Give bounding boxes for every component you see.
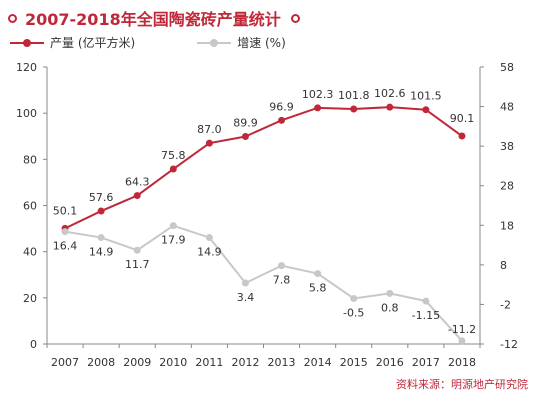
series-0-point [350, 105, 358, 113]
series-1-point [241, 279, 249, 287]
x-tick-label: 2011 [195, 356, 223, 369]
y-right-tick-label: 38 [500, 140, 514, 153]
series-0-data-label: 57.6 [89, 191, 114, 204]
series-1-point [61, 228, 69, 236]
x-tick-label: 2010 [159, 356, 187, 369]
y-left-tick-label: 120 [16, 61, 37, 74]
series-0-point [386, 103, 394, 111]
series-0-point [314, 104, 322, 112]
x-tick-label: 2007 [51, 356, 79, 369]
series-1-data-label: 16.4 [53, 240, 78, 253]
y-left-tick-label: 40 [23, 246, 37, 259]
legend-output-line-icon [10, 38, 44, 47]
series-1-line [64, 224, 463, 342]
series-0-point [205, 139, 213, 147]
x-tick-label: 2009 [123, 356, 151, 369]
y-left-tick-label: 20 [23, 292, 37, 305]
x-tick-label: 2014 [304, 356, 332, 369]
legend-item-output: 产量 (亿平方米) [10, 34, 135, 51]
series-1-point [422, 297, 430, 305]
series-0-point [241, 132, 249, 140]
series-0-data-label: 50.1 [53, 204, 78, 217]
series-0-data-label: 89.9 [233, 116, 258, 129]
x-tick-label: 2017 [412, 356, 440, 369]
series-0-point [422, 106, 430, 114]
y-right-tick-label: -12 [500, 338, 518, 351]
series-1-data-label: 17.9 [161, 234, 186, 247]
series-1-data-label: -11.2 [448, 323, 476, 336]
series-0-data-label: 102.6 [374, 87, 406, 100]
series-0-line [64, 106, 463, 230]
y-right-tick-label: 8 [500, 259, 507, 272]
y-left-tick-label: 80 [23, 153, 37, 166]
legend-growth-label: 增速 (%) [237, 36, 286, 50]
y-left-tick-label: 100 [16, 107, 37, 120]
series-0-data-label: 101.5 [410, 90, 442, 103]
x-tick-label: 2016 [376, 356, 404, 369]
y-right-tick-label: 28 [500, 180, 514, 193]
title-right-ring-icon [290, 13, 300, 23]
series-0-data-label: 75.8 [161, 149, 186, 162]
chart-title: 2007-2018年全国陶瓷砖产量统计 [25, 10, 281, 29]
legend-growth-line-icon [197, 38, 232, 47]
series-1-data-label: -0.5 [343, 306, 364, 319]
legend-item-growth: 增速 (%) [197, 34, 286, 51]
series-1-data-label: 14.9 [197, 246, 222, 259]
series-0-data-label: 102.3 [302, 88, 334, 101]
series-0-data-label: 87.0 [197, 123, 222, 136]
title-row: 2007-2018年全国陶瓷砖产量统计 [8, 6, 300, 30]
y-right-tick-label: 48 [500, 101, 514, 114]
series-1-point [278, 262, 286, 270]
x-tick-label: 2008 [87, 356, 115, 369]
series-1-point [97, 234, 105, 242]
series-1-data-label: 7.8 [273, 274, 291, 287]
series-0-point [169, 165, 177, 173]
series-0-data-label: 90.1 [450, 112, 475, 125]
series-1-data-label: 5.8 [309, 282, 327, 295]
source-note: 资料来源：明源地产研究院 [396, 378, 528, 391]
series-1-point [458, 337, 466, 345]
y-left-tick-label: 60 [23, 200, 37, 213]
y-right-tick-label: -2 [500, 298, 511, 311]
series-1-data-label: 0.8 [381, 301, 399, 314]
series-0-data-label: 64.3 [125, 176, 150, 189]
series-0-data-label: 96.9 [269, 100, 294, 113]
series-0-point [97, 207, 105, 215]
series-1-point [350, 294, 358, 302]
series-1-data-label: 14.9 [89, 246, 114, 259]
legend: 产量 (亿平方米) 增速 (%) [10, 34, 348, 51]
y-left-tick-label: 0 [30, 338, 37, 351]
series-1-data-label: -1.15 [412, 309, 440, 322]
title-left-ring-icon [8, 13, 17, 23]
series-0-data-label: 101.8 [338, 89, 370, 102]
series-1-point [169, 222, 177, 230]
y-right-tick-label: 18 [500, 219, 514, 232]
series-1-point [314, 270, 322, 278]
y-right-tick-label: 58 [500, 61, 514, 74]
series-1-data-label: 3.4 [237, 291, 255, 304]
series-1-point [133, 246, 141, 254]
legend-output-label: 产量 (亿平方米) [50, 36, 136, 50]
series-0-point [278, 116, 286, 124]
series-0-point [133, 192, 141, 200]
x-tick-label: 2013 [268, 356, 296, 369]
series-1-point [386, 289, 394, 297]
series-1-data-label: 11.7 [125, 258, 150, 271]
series-1-point [205, 234, 213, 242]
x-tick-label: 2015 [340, 356, 368, 369]
x-tick-label: 2012 [231, 356, 259, 369]
series-0-point [458, 132, 466, 140]
x-tick-label: 2018 [448, 356, 476, 369]
